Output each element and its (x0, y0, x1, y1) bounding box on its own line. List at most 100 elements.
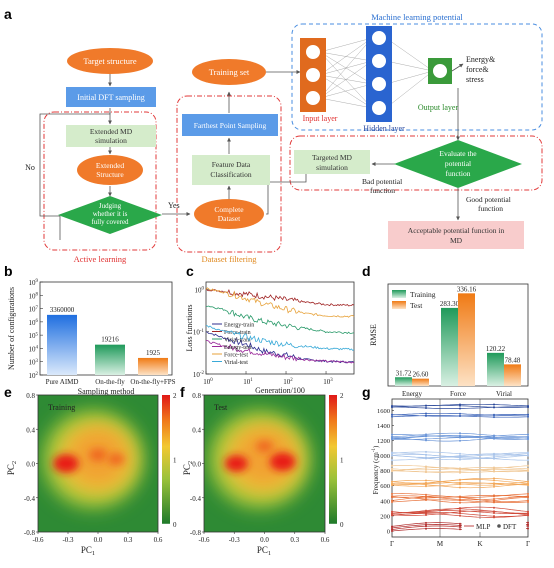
nn-connection (319, 97, 373, 109)
panel-c-series-line (205, 305, 355, 335)
evaluate-label-2: potential (445, 159, 471, 168)
panel-g-dft-point (527, 500, 529, 503)
panel-g-dft-point (459, 436, 461, 439)
heatmap-ytick-label: -0.8 (24, 529, 36, 537)
input-neuron (305, 67, 321, 83)
panel-g-dft-point (527, 512, 529, 515)
panel-g-dft-point (425, 437, 427, 440)
panel-g-xtick-label: Γ (526, 540, 530, 548)
targeted-md-label-1: Targeted MD (312, 153, 353, 162)
panel-c-ytick-label: 10-1 (193, 329, 205, 337)
panel-g-dft-point (459, 509, 461, 512)
panel-g-dft-point (391, 529, 393, 532)
panel-e-ylabel: PC2 (6, 461, 18, 475)
panel-g-dft-point (527, 492, 529, 495)
judging-label-2: whether it is (93, 210, 128, 218)
panel-d-value-label: 26.60 (413, 371, 429, 379)
complete-dataset-node (194, 199, 264, 229)
panel-g-dft-point (527, 413, 529, 416)
panel-g-dft-point (459, 512, 461, 515)
active-learning-label: Active learning (74, 254, 127, 264)
panel-g-dft-point (391, 415, 393, 418)
panel-c-ytick-label: 100 (195, 286, 205, 294)
colorbar (162, 395, 170, 524)
panel-g-dft-point (493, 416, 495, 419)
panel-b-value-label: 1925 (146, 349, 161, 357)
panel-b-value-label: 3360000 (50, 306, 75, 314)
colorbar-tick-label: 1 (340, 456, 344, 464)
panel-g-dft-point (425, 450, 427, 453)
panel-b-category-label: On-the-fly (95, 378, 125, 386)
evaluate-label-3: function (446, 169, 471, 178)
panel-c-series-line (205, 325, 355, 351)
heatmap-xtick-label: 0.6 (321, 536, 330, 544)
panel-g-dft-point (493, 495, 495, 498)
panel-g-dft-point (425, 523, 427, 526)
panel-g-dft-point (459, 415, 461, 418)
heatmap-peak (269, 452, 296, 471)
panel-g-dft-point (493, 434, 495, 437)
panel-g-ytick-label: 1400 (377, 423, 390, 430)
panel-c-legend-label: Force-train (224, 330, 251, 336)
heatmap-ytick-label: 0.4 (192, 426, 201, 434)
panel-g-dft-point (459, 486, 461, 489)
panel-g-ytick-label: 0 (387, 528, 390, 535)
extended-md-label-2: simulation (95, 136, 127, 145)
training-set-label: Training set (209, 67, 250, 77)
panel-letter-f: f (180, 384, 185, 400)
panel-g-legend-marker (497, 524, 501, 528)
heatmap-test-label: Test (214, 403, 228, 412)
panel-g-ytick-label: 800 (380, 468, 390, 475)
heatmap-peak (53, 454, 79, 473)
panel-b-bar (95, 344, 125, 375)
heatmap-peak (107, 453, 125, 466)
heatmap-xtick-label: -0.3 (62, 536, 74, 544)
heatmap-xtick-label: 0.0 (94, 536, 103, 544)
nn-connection (385, 70, 434, 85)
panel-c: c 100 101 102 10310-210-1100Energy-trainFor… (185, 263, 355, 395)
evaluation-region (289, 135, 543, 191)
panel-g-dft-point (527, 527, 529, 530)
heatmap-ytick-label: -0.4 (190, 495, 202, 503)
panel-g-dft-point (459, 432, 461, 435)
heatmap-xtick-label: 0.3 (290, 536, 299, 544)
heatmap-ytick-label: 0.8 (26, 392, 35, 400)
heatmap-ytick-label: -0.4 (24, 495, 36, 503)
targeted-md-node (294, 150, 370, 174)
panel-g-dft-point (391, 492, 393, 495)
panel-d-bar (395, 377, 412, 386)
panel-d-bar (487, 352, 504, 386)
evaluate-label-1: Evaluate the (439, 149, 477, 158)
panel-b: b 102 103 104 105 106 107 108 109 3360000 Pure AI… (4, 263, 176, 396)
extended-md-node (66, 125, 156, 147)
panel-g-dft-point (493, 479, 495, 482)
panel-g-dft-point (527, 433, 529, 436)
panel-g-dft-point (391, 404, 393, 407)
panel-g-dft-point (527, 523, 529, 526)
panel-d-category-label: Force (450, 390, 466, 398)
panel-b-xlabel: Sampling method (78, 387, 135, 396)
neural-network (300, 26, 464, 122)
panel-g-dft-point (425, 493, 427, 496)
panel-g-legend-label: MLP (476, 523, 491, 531)
panel-g-dft-point (391, 495, 393, 498)
panel-g-dft-point (425, 404, 427, 407)
panel-g-dft-point (527, 495, 529, 498)
panel-b-ylabel: Number of configurations (7, 287, 16, 370)
panel-d-bar (441, 307, 458, 386)
panel-g-dft-point (425, 510, 427, 513)
panel-g-dft-point (493, 512, 495, 514)
panel-c-legend-label: Virial-test (224, 360, 248, 366)
panel-g-dft-point (391, 528, 393, 531)
panel-g-dft-point (459, 528, 461, 531)
panel-g-dft-point (425, 468, 427, 471)
panel-d-category-label: Virial (496, 390, 512, 398)
panel-g-dft-point (425, 407, 427, 410)
panel-g-legend-bg (462, 519, 526, 532)
acceptable-potential-node (388, 221, 524, 249)
panel-g-dft-point (459, 525, 461, 528)
panel-c-series-line (205, 340, 355, 364)
panel-letter-e: e (4, 384, 12, 400)
panel-f-xlabel: PC1 (257, 545, 271, 557)
panel-g-dft-point (391, 512, 393, 515)
